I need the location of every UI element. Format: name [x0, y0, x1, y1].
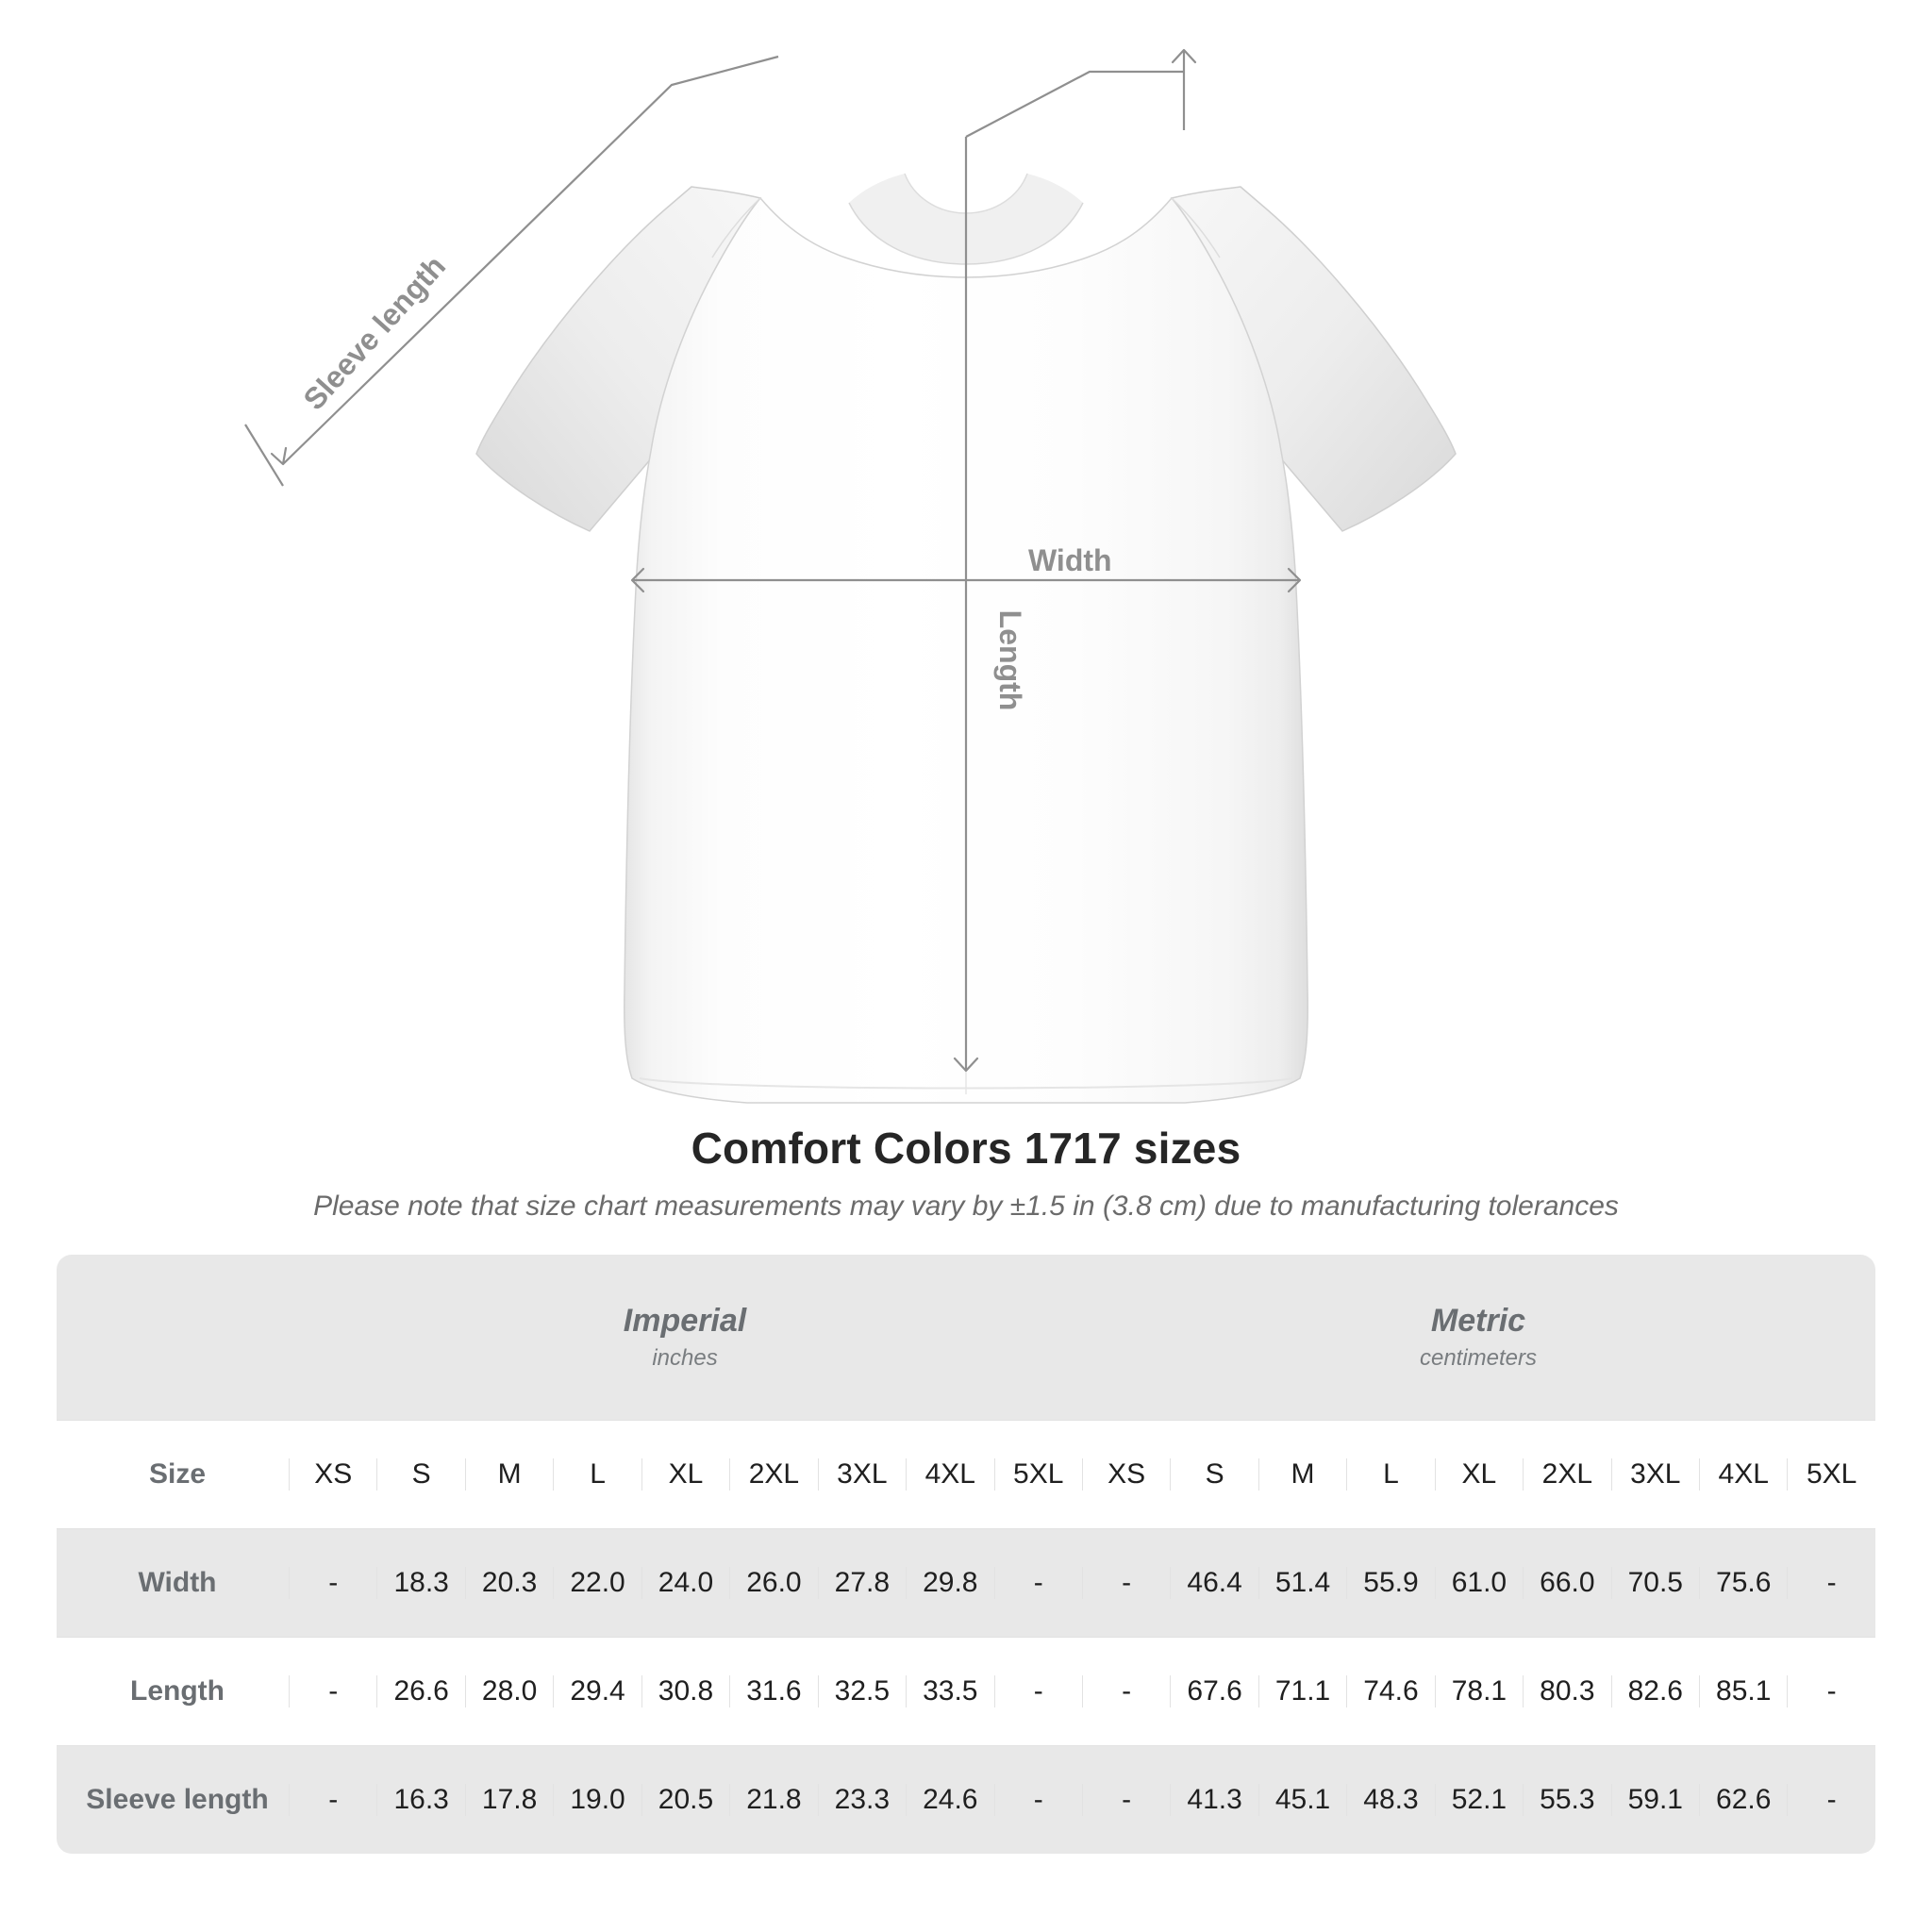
- svg-text:Width: Width: [1028, 543, 1112, 577]
- svg-text:Length: Length: [993, 610, 1027, 711]
- svg-text:Sleeve length: Sleeve length: [296, 249, 452, 416]
